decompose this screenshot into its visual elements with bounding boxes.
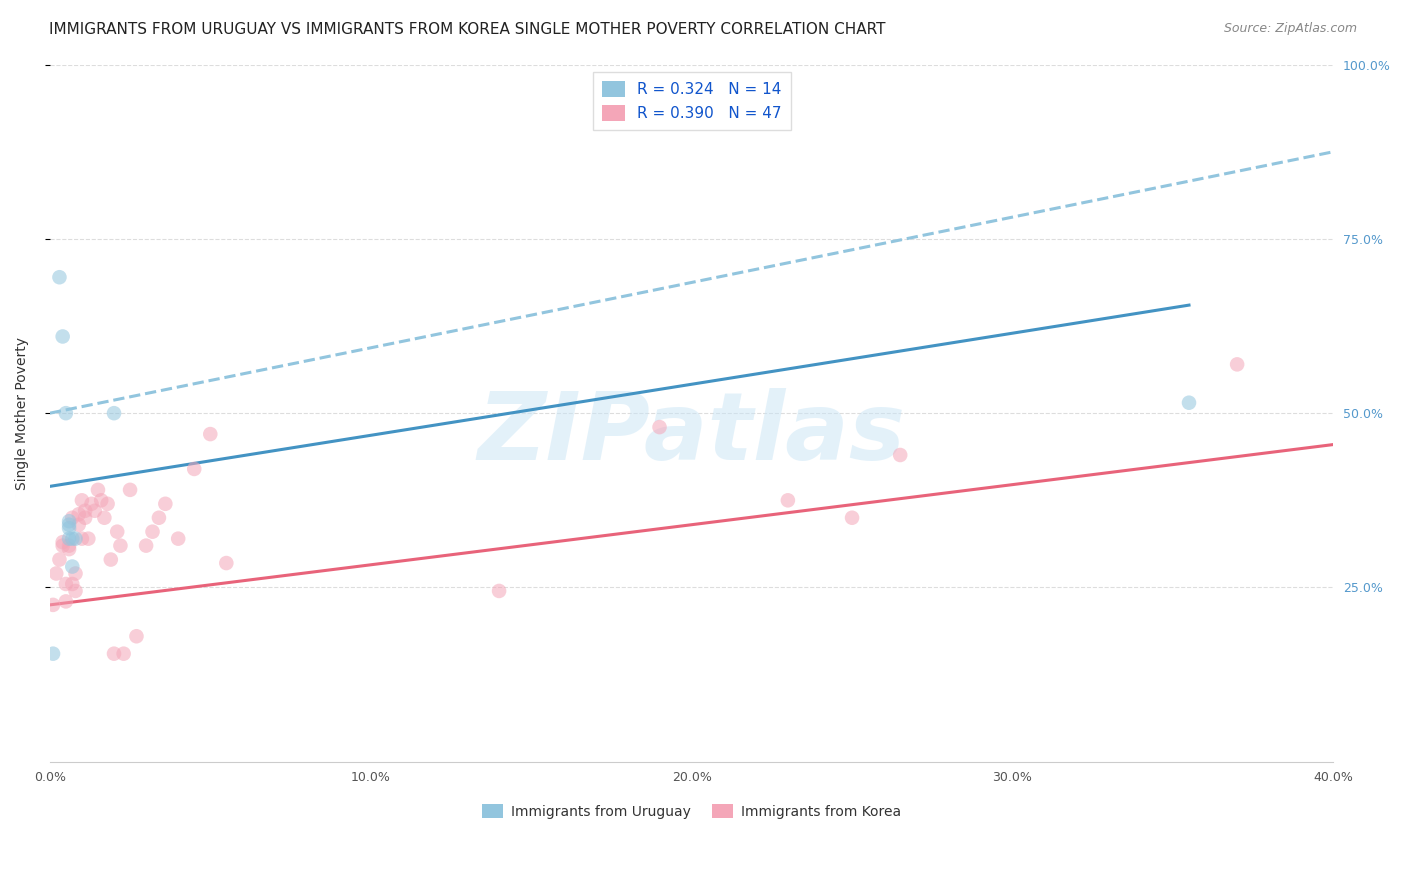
Point — [112, 647, 135, 661]
Point — [167, 532, 190, 546]
Legend: Immigrants from Uruguay, Immigrants from Korea: Immigrants from Uruguay, Immigrants from… — [477, 798, 907, 824]
Point — [105, 524, 128, 539]
Point — [80, 497, 103, 511]
Point — [77, 532, 100, 546]
Point — [42, 647, 65, 661]
Point — [648, 420, 671, 434]
Point — [110, 539, 132, 553]
Point — [215, 556, 238, 570]
Point — [58, 532, 80, 546]
Point — [155, 497, 177, 511]
Point — [58, 514, 80, 528]
Point — [52, 535, 75, 549]
Point — [52, 539, 75, 553]
Point — [58, 542, 80, 557]
Point — [67, 517, 90, 532]
Point — [58, 521, 80, 535]
Point — [183, 462, 205, 476]
Text: IMMIGRANTS FROM URUGUAY VS IMMIGRANTS FROM KOREA SINGLE MOTHER POVERTY CORRELATI: IMMIGRANTS FROM URUGUAY VS IMMIGRANTS FR… — [49, 22, 886, 37]
Point — [70, 493, 93, 508]
Point — [148, 510, 170, 524]
Point — [55, 406, 77, 420]
Point — [58, 517, 80, 532]
Point — [60, 510, 83, 524]
Point — [1226, 357, 1249, 371]
Point — [65, 566, 87, 581]
Y-axis label: Single Mother Poverty: Single Mother Poverty — [15, 336, 30, 490]
Point — [135, 539, 157, 553]
Point — [200, 427, 222, 442]
Point — [776, 493, 799, 508]
Point — [120, 483, 142, 497]
Point — [488, 583, 510, 598]
Point — [55, 577, 77, 591]
Point — [60, 532, 83, 546]
Point — [83, 504, 105, 518]
Point — [58, 539, 80, 553]
Point — [48, 270, 70, 285]
Point — [1178, 395, 1201, 409]
Point — [125, 629, 148, 643]
Point — [141, 524, 163, 539]
Text: Source: ZipAtlas.com: Source: ZipAtlas.com — [1223, 22, 1357, 36]
Text: ZIPatlas: ZIPatlas — [478, 388, 905, 480]
Point — [60, 559, 83, 574]
Point — [65, 583, 87, 598]
Point — [87, 483, 110, 497]
Point — [97, 497, 120, 511]
Point — [100, 552, 122, 566]
Point — [75, 504, 97, 518]
Point — [93, 510, 115, 524]
Point — [75, 510, 97, 524]
Point — [55, 594, 77, 608]
Point — [65, 532, 87, 546]
Point — [45, 566, 67, 581]
Point — [70, 532, 93, 546]
Point — [60, 577, 83, 591]
Point — [42, 598, 65, 612]
Point — [90, 493, 112, 508]
Point — [52, 329, 75, 343]
Point — [889, 448, 911, 462]
Point — [841, 510, 863, 524]
Point — [48, 552, 70, 566]
Point — [103, 647, 125, 661]
Point — [103, 406, 125, 420]
Point — [67, 508, 90, 522]
